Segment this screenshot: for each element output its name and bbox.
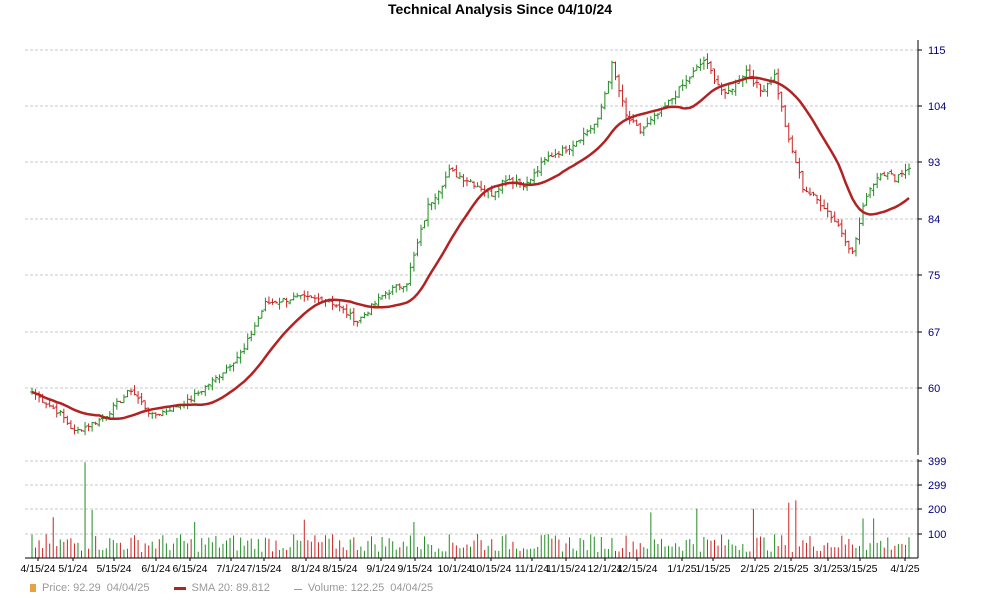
- sma-line: [31, 76, 910, 421]
- x-tick-label: 10/15/24: [471, 563, 512, 575]
- legend-price-date: 04/04/25: [106, 582, 150, 594]
- legend-price-swatch: [30, 584, 36, 592]
- x-tick-label: 7/1/24: [216, 563, 245, 575]
- price-tick-label: 67: [928, 327, 940, 339]
- price-tick-label: 93: [928, 157, 940, 169]
- x-tick-label: 12/15/24: [617, 563, 658, 575]
- legend: Price: 92.29 04/04/25 SMA 20: 89.812 Vol…: [30, 580, 457, 596]
- volume-tick-label: 200: [928, 504, 946, 516]
- x-tick-label: 2/15/25: [773, 563, 808, 575]
- x-tick-label: 12/1/24: [587, 563, 622, 575]
- x-tick-label: 7/15/24: [246, 563, 281, 575]
- legend-volume-date: 04/04/25: [390, 582, 434, 594]
- legend-volume[interactable]: Volume: 122.25 04/04/25: [293, 582, 439, 594]
- price-tick-label: 104: [928, 101, 946, 113]
- x-tick-label: 3/1/25: [813, 563, 842, 575]
- volume-bars: [31, 462, 910, 558]
- x-tick-label: 1/1/25: [667, 563, 696, 575]
- volume-tick-label: 100: [928, 529, 946, 541]
- legend-volume-label: Volume: 122.25: [307, 582, 385, 594]
- volume-tick-label: 299: [928, 480, 946, 492]
- x-tick-label: 6/1/24: [141, 563, 170, 575]
- price-bars: [30, 53, 911, 436]
- price-tick-label: 60: [928, 383, 940, 395]
- x-tick-label: 6/15/24: [172, 563, 207, 575]
- x-tick-label: 4/15/24: [20, 563, 55, 575]
- price-tick-label: 75: [928, 270, 940, 282]
- chart-title: Technical Analysis Since 04/10/24: [387, 1, 613, 17]
- x-tick-label: 8/15/24: [322, 563, 357, 575]
- x-tick-label: 11/1/24: [515, 563, 549, 575]
- legend-sma-label: SMA 20: 89.812: [191, 582, 270, 594]
- x-tick-label: 9/15/24: [397, 563, 432, 575]
- legend-price[interactable]: Price: 92.29 04/04/25: [30, 582, 156, 594]
- x-tick-label: 2/1/25: [740, 563, 769, 575]
- legend-price-label: Price: 92.29: [42, 582, 101, 594]
- legend-volume-swatch: [293, 588, 302, 590]
- sma-line-layer: [31, 76, 910, 421]
- gridlines: [25, 49, 918, 535]
- legend-sma-swatch: [173, 586, 186, 590]
- x-tick-label: 5/1/24: [58, 563, 87, 575]
- price-tick-label: 115: [928, 45, 946, 57]
- x-tick-label: 4/1/25: [890, 563, 919, 575]
- axes: 60 67 75 84 93 104 115 100 200 299 399 4/15/24 5/1/2…: [20, 40, 946, 575]
- x-tick-label: 8/1/24: [291, 563, 320, 575]
- x-tick-label: 11/15/24: [546, 563, 586, 575]
- volume-tick-label: 399: [928, 456, 946, 468]
- x-tick-label: 5/15/24: [96, 563, 131, 575]
- x-tick-label: 1/15/25: [695, 563, 730, 575]
- price-tick-label: 84: [928, 214, 940, 226]
- x-tick-label: 9/1/24: [366, 563, 395, 575]
- legend-sma[interactable]: SMA 20: 89.812: [173, 582, 276, 594]
- x-tick-label: 3/15/25: [842, 563, 877, 575]
- x-tick-label: 10/1/24: [437, 563, 472, 575]
